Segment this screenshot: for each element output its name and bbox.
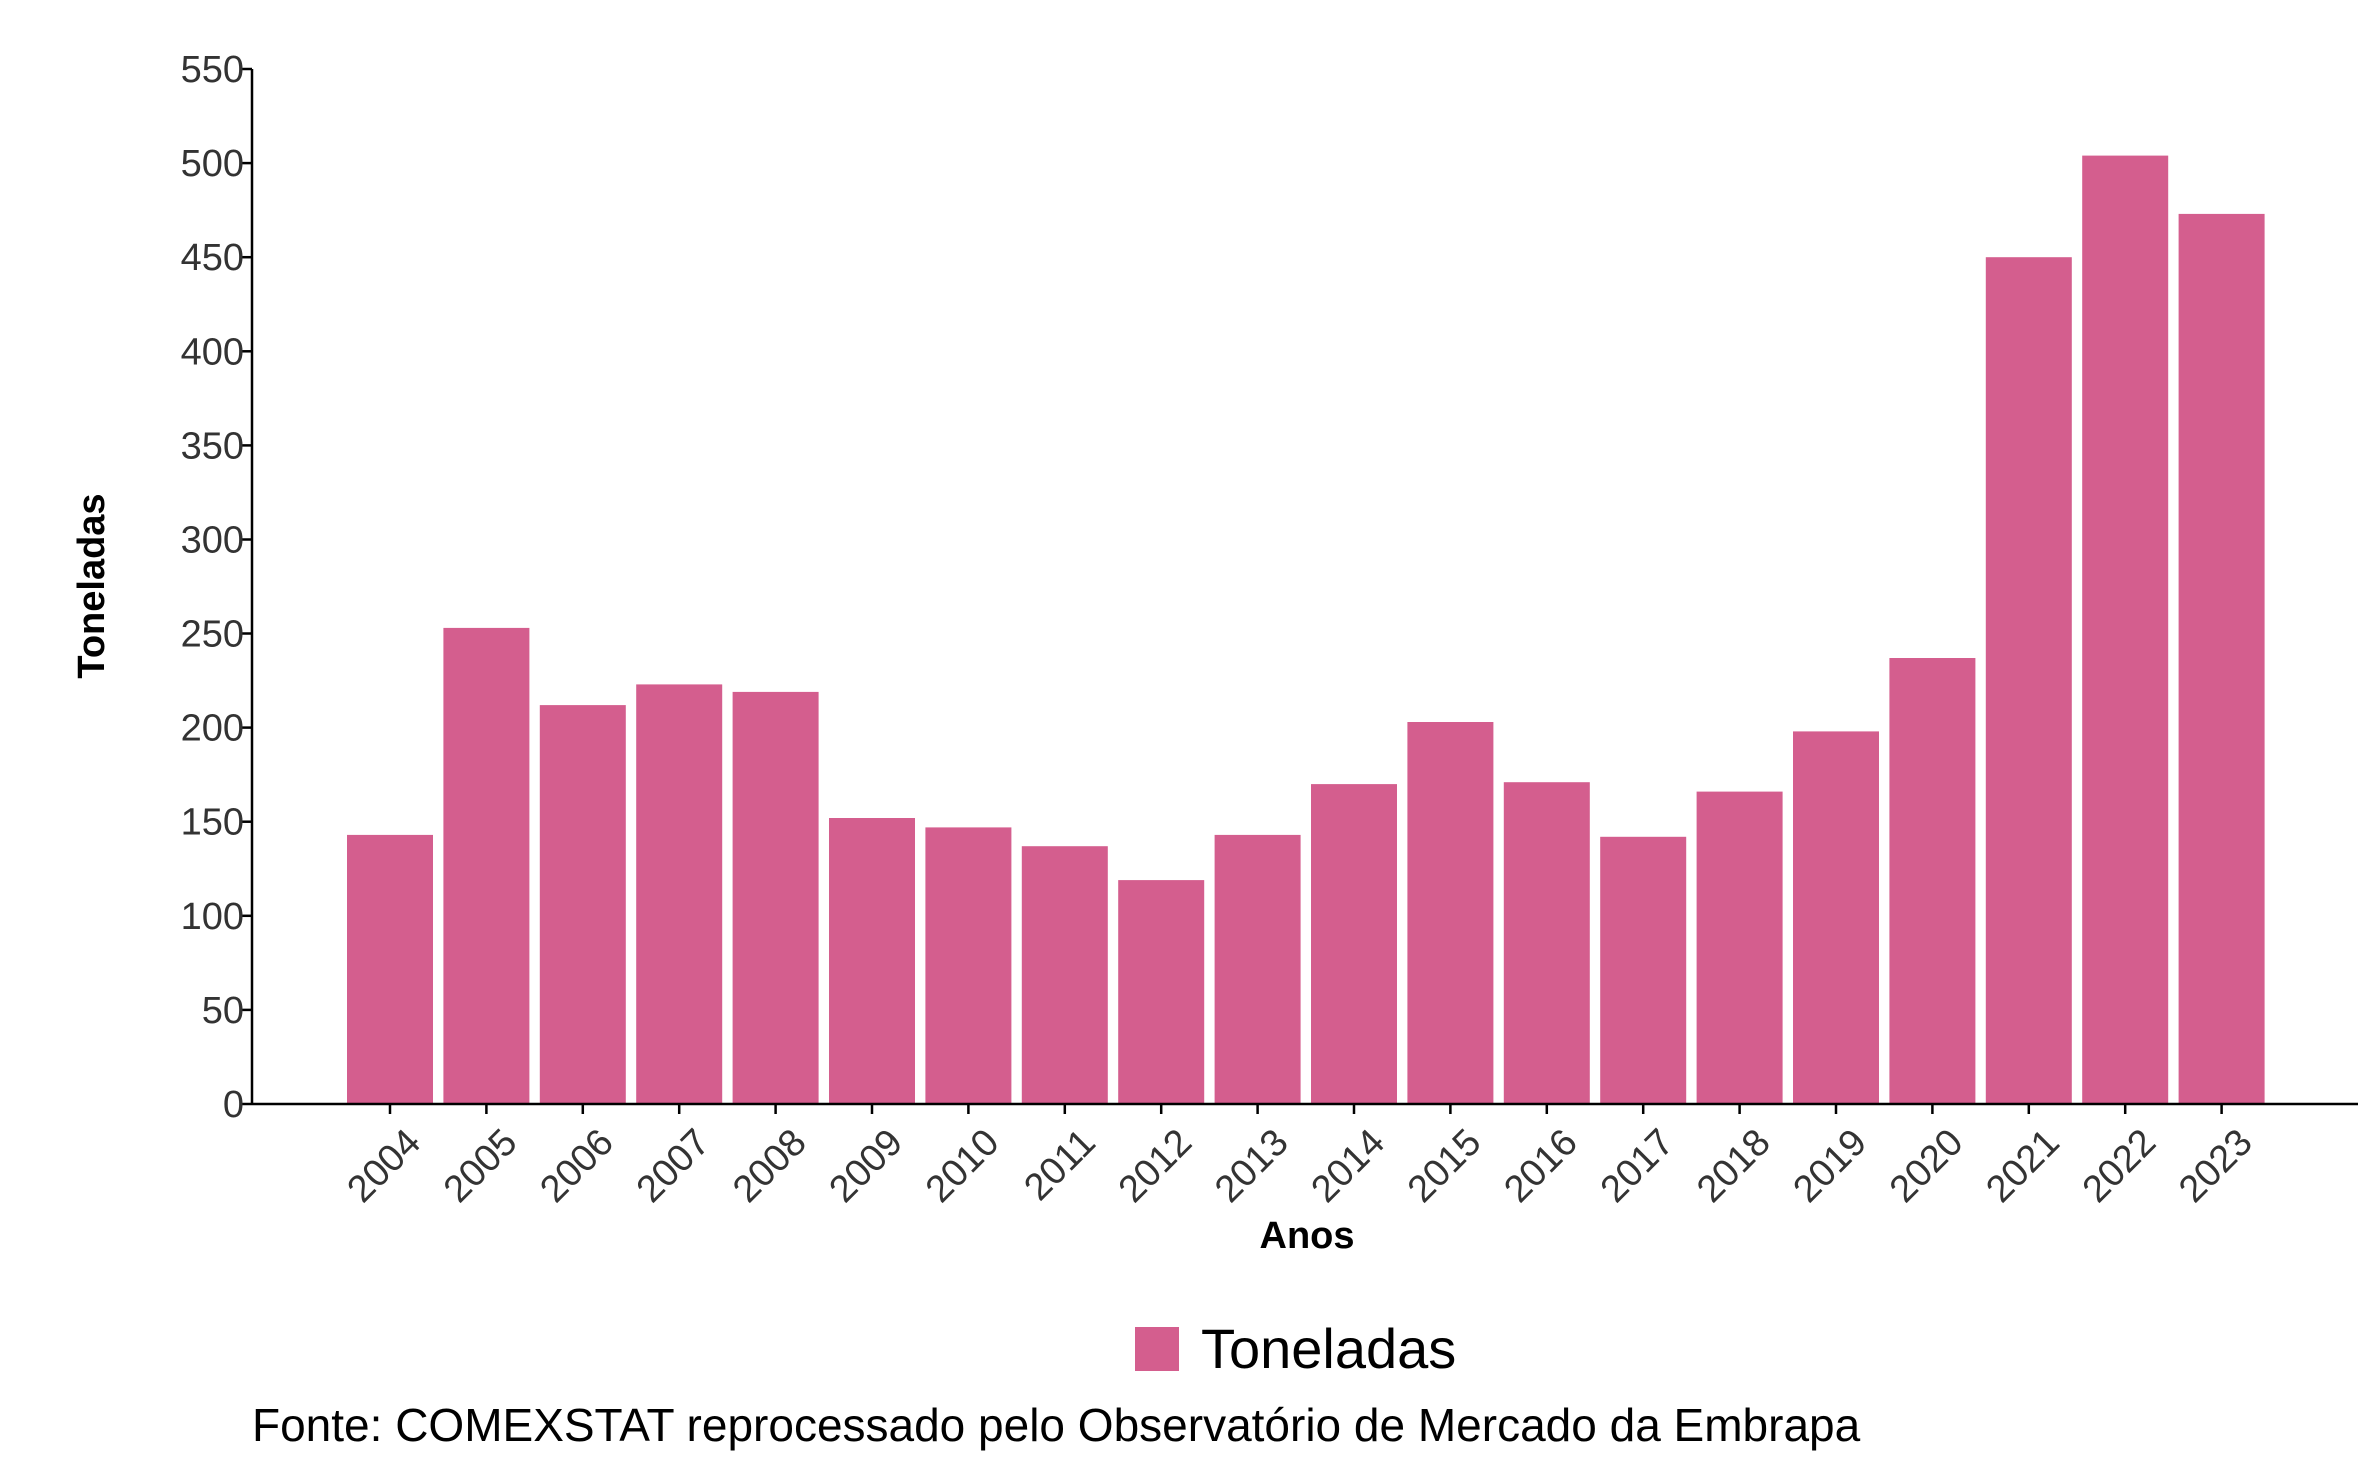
y-tick-label: 400	[181, 331, 244, 373]
x-tick-label-2005: 2005	[436, 1121, 525, 1210]
x-tick-label-2009: 2009	[822, 1121, 911, 1210]
x-tick-label-2013: 2013	[1207, 1121, 1296, 1210]
bar-2009	[829, 818, 915, 1104]
y-tick-label: 150	[181, 802, 244, 844]
y-axis-title: Toneladas	[71, 493, 113, 678]
x-tick-label-2007: 2007	[629, 1121, 718, 1210]
bar-2022	[2082, 155, 2169, 1105]
y-tick-label: 250	[181, 614, 244, 656]
bar-2013	[1214, 834, 1301, 1104]
bar-2016	[1503, 782, 1590, 1104]
y-tick-label: 200	[181, 708, 244, 750]
x-tick-label-2014: 2014	[1304, 1121, 1393, 1210]
legend-swatch	[1135, 1327, 1179, 1371]
y-tick-label: 100	[181, 896, 244, 938]
x-tick-label-2018: 2018	[1689, 1121, 1778, 1210]
bar-2021	[1985, 257, 2072, 1104]
y-tick-label: 500	[181, 143, 244, 185]
x-ticks-layer: 2004 2005 2006 2007 2008 2009 2010 2011 2012 2013…	[340, 1104, 2261, 1211]
source-caption: Fonte: COMEXSTAT reprocessado pelo Obser…	[252, 1399, 1861, 1451]
bar-2008	[732, 691, 819, 1104]
bar-2007	[636, 684, 723, 1104]
bar-2004	[347, 834, 433, 1104]
bar-2017	[1600, 836, 1687, 1104]
x-tick-label-2016: 2016	[1496, 1121, 1585, 1210]
x-tick-label-2023: 2023	[2171, 1121, 2260, 1210]
bar-2012	[1118, 880, 1205, 1104]
x-axis-title: Anos	[1260, 1215, 1355, 1257]
x-tick-label-2011: 2011	[1016, 1121, 1103, 1208]
x-tick-label-2006: 2006	[532, 1121, 621, 1210]
y-tick-label: 550	[181, 49, 244, 91]
y-tick-label: 350	[181, 425, 244, 467]
axes-layer	[250, 69, 2358, 1106]
bar-2014	[1311, 784, 1397, 1104]
x-tick-label-2010: 2010	[918, 1121, 1007, 1210]
y-tick-label: 0	[223, 1084, 244, 1126]
legend-label: Toneladas	[1201, 1317, 1457, 1380]
bar-2011	[1021, 846, 1108, 1104]
x-tick-label-2008: 2008	[725, 1121, 814, 1210]
x-tick-label-2022: 2022	[2075, 1121, 2164, 1210]
bars-layer	[347, 155, 2265, 1105]
bar-2015	[1407, 722, 1494, 1104]
bar-2006	[539, 705, 626, 1104]
x-tick-label-2015: 2015	[1400, 1121, 1489, 1210]
bar-2020	[1889, 658, 1976, 1104]
bar-2005	[443, 627, 530, 1104]
bar-2010	[925, 827, 1012, 1104]
x-tick-label-2004: 2004	[340, 1121, 429, 1210]
bar-2018	[1696, 791, 1783, 1104]
y-tick-label: 300	[181, 520, 244, 562]
x-tick-label-2012: 2012	[1111, 1121, 1200, 1210]
y-tick-label: 50	[202, 990, 244, 1032]
x-tick-label-2020: 2020	[1882, 1121, 1971, 1210]
x-tick-label-2021: 2021	[1978, 1121, 2067, 1210]
y-tick-label: 450	[181, 237, 244, 279]
legend: Toneladas	[1135, 1316, 1456, 1382]
x-tick-label-2019: 2019	[1786, 1121, 1875, 1210]
y-ticks-layer: 0 50 100 150 200 250 300 350 400 450 500 550	[181, 49, 252, 1126]
bar-2023	[2178, 213, 2265, 1104]
bar-2019	[1793, 731, 1879, 1104]
x-tick-label-2017: 2017	[1593, 1121, 1682, 1210]
